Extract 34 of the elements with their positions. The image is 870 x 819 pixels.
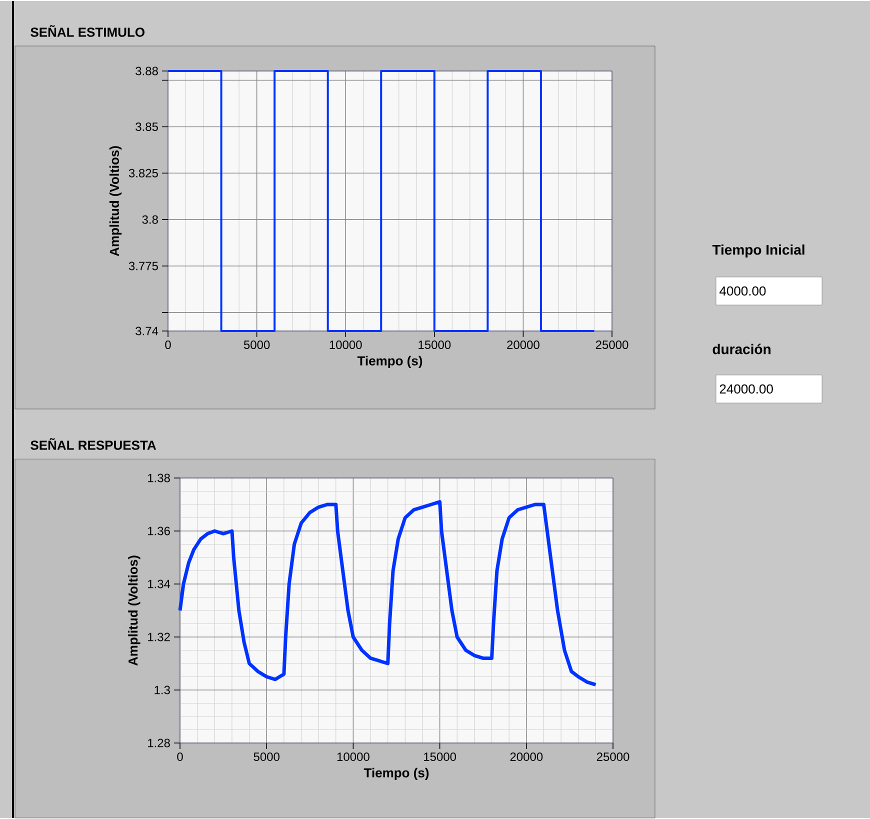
y-tick-label: 3.74: [136, 326, 158, 336]
x-tick-label: 20000: [507, 340, 540, 350]
x-tick-label: 0: [165, 340, 171, 350]
text: 24000.00: [720, 384, 773, 394]
chart-title: SEÑAL ESTIMULO: [30, 25, 144, 37]
x-tick-label: 15000: [418, 340, 451, 350]
y-tick-label: 3.825: [128, 168, 158, 178]
x-tick-label: 25000: [596, 340, 628, 350]
y-tick-label: 3.775: [128, 262, 158, 270]
y-tick-label: 1.3: [154, 686, 170, 694]
x-axis-title: Tiempo (s): [357, 356, 422, 368]
y-tick-label: 1.28: [148, 738, 170, 748]
text: 4000.00: [720, 286, 766, 296]
y-tick-label: 3.88: [136, 66, 158, 76]
x-tick-label: 5000: [244, 340, 270, 350]
y-axis-title: Amplitud (Voltios): [109, 146, 122, 256]
x-tick-label: 10000: [337, 752, 370, 762]
y-tick-label: 1.32: [148, 632, 170, 642]
y-tick-label: 1.38: [148, 474, 170, 482]
y-tick-label: 3.8: [142, 215, 158, 224]
x-tick-label: 5000: [254, 752, 280, 762]
chart-title: SEÑAL RESPUESTA: [30, 438, 156, 450]
text: Tiempo Inicial: [712, 244, 804, 258]
x-tick-label: 25000: [596, 752, 630, 762]
x-tick-label: 10000: [330, 340, 362, 350]
y-axis-title: Amplitud (Voltios): [128, 556, 140, 666]
y-tick-label: 1.34: [148, 580, 170, 588]
y-tick-label: 3.85: [136, 122, 158, 131]
text: duración: [712, 344, 770, 354]
x-tick-label: 0: [177, 752, 183, 762]
x-tick-label: 15000: [424, 752, 456, 762]
y-tick-label: 1.36: [148, 526, 170, 536]
x-tick-label: 20000: [510, 752, 543, 762]
x-axis-title: Tiempo (s): [364, 768, 429, 780]
